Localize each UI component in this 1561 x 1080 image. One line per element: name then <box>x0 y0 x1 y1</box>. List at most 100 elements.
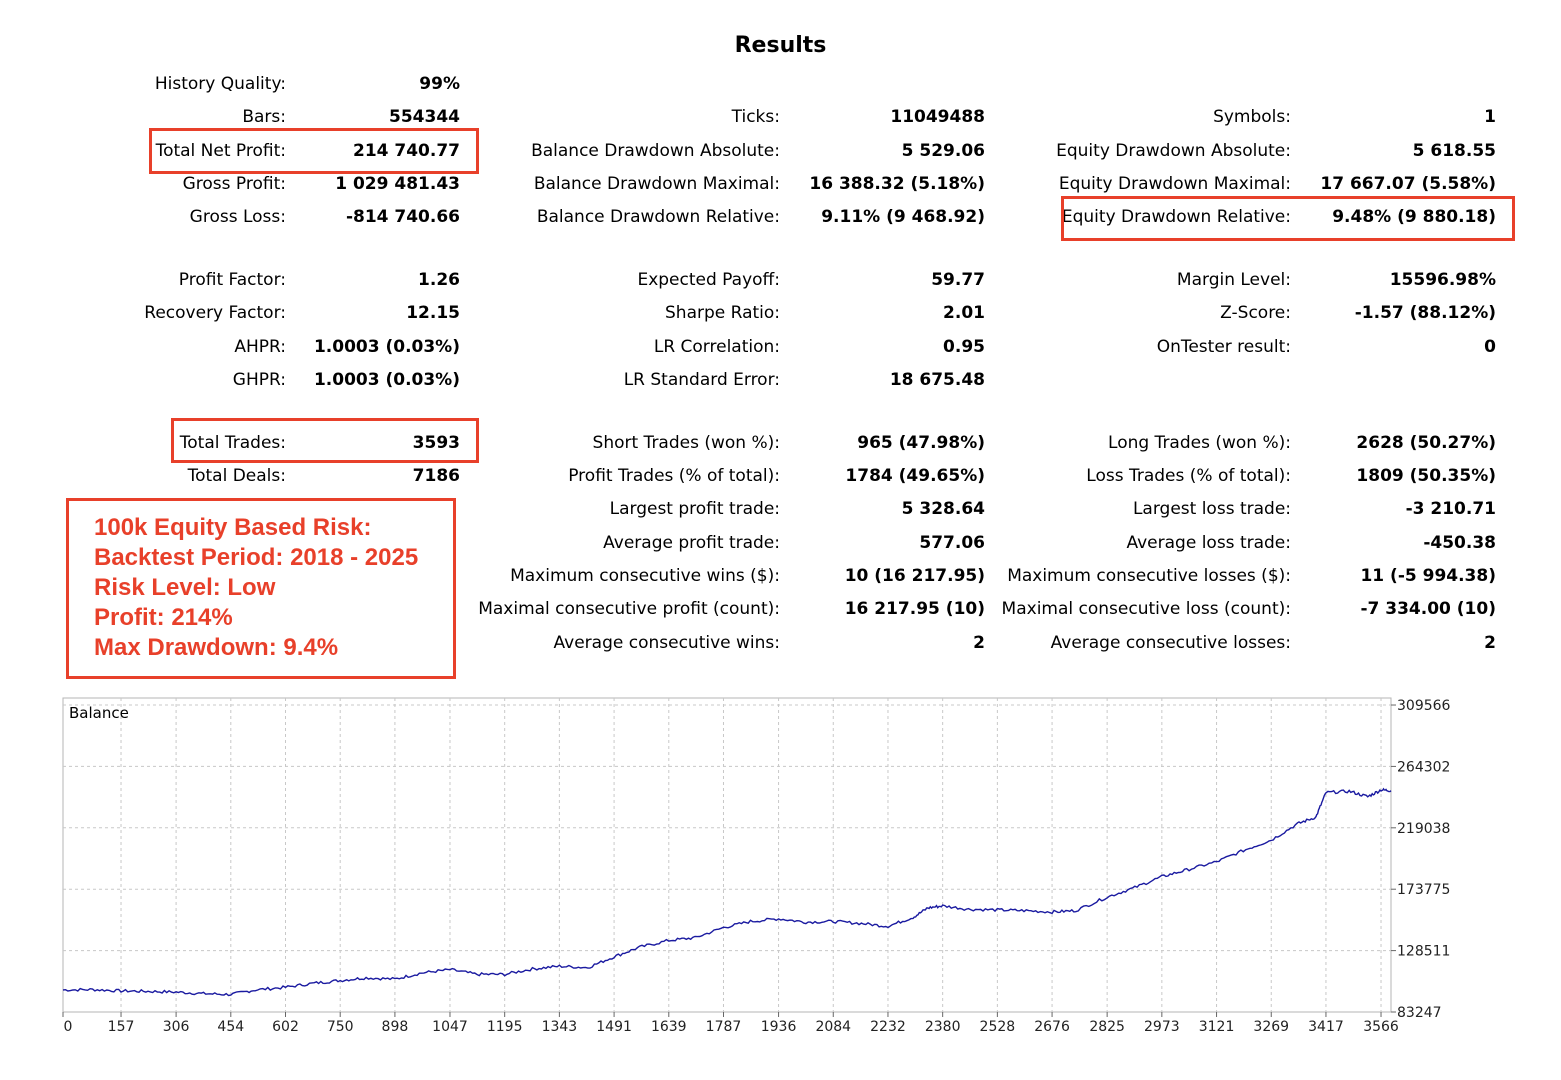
stat-label-maximal-consecutive-profit-count: Maximal consecutive profit (count): <box>478 599 780 619</box>
x-tick-label: 602 <box>272 1019 299 1035</box>
stat-label-average-consecutive-losses: Average consecutive losses: <box>1050 633 1291 653</box>
stat-label-z-score: Z-Score: <box>1220 303 1291 323</box>
stat-label-lr-standard-error: LR Standard Error: <box>623 370 780 390</box>
x-tick-label: 1343 <box>542 1019 578 1035</box>
stat-label-profit-factor: Profit Factor: <box>178 270 286 290</box>
y-tick-label: 309566 <box>1397 698 1451 714</box>
results-title: Results <box>734 33 827 58</box>
stat-value-average-loss-trade: -450.38 <box>1423 533 1496 553</box>
x-tick-label: 1047 <box>432 1019 468 1035</box>
stat-label-history-quality: History Quality: <box>154 74 286 94</box>
x-tick-label: 3566 <box>1363 1019 1399 1035</box>
stat-label-gross-loss: Gross Loss: <box>189 207 286 227</box>
stat-label-largest-loss-trade: Largest loss trade: <box>1132 499 1291 519</box>
stat-value-total-deals: 7186 <box>412 466 460 486</box>
stat-value-loss-trades-of-total: 1809 (50.35%) <box>1356 466 1496 486</box>
chart-plot-area <box>62 697 1392 1013</box>
stat-value-balance-drawdown-maximal: 16 388.32 (5.18%) <box>809 174 985 194</box>
stat-value-maximum-consecutive-losses: 11 (-5 994.38) <box>1360 566 1496 586</box>
stat-label-recovery-factor: Recovery Factor: <box>144 303 286 323</box>
y-tick-label: 173775 <box>1397 882 1450 898</box>
stat-value-lr-standard-error: 18 675.48 <box>889 370 985 390</box>
stat-value-maximal-consecutive-profit-count: 16 217.95 (10) <box>844 599 985 619</box>
highlight-total-net-profit <box>149 128 479 174</box>
stat-label-maximum-consecutive-losses: Maximum consecutive losses ($): <box>1007 566 1291 586</box>
stat-label-lr-correlation: LR Correlation: <box>653 337 780 357</box>
stat-label-maximal-consecutive-loss-count: Maximal consecutive loss (count): <box>1001 599 1291 619</box>
stat-label-maximum-consecutive-wins: Maximum consecutive wins ($): <box>510 566 780 586</box>
stat-label-average-profit-trade: Average profit trade: <box>603 533 780 553</box>
stat-label-ticks: Ticks: <box>731 107 780 127</box>
annotation-line: 100k Equity Based Risk: <box>94 514 372 541</box>
stat-value-sharpe-ratio: 2.01 <box>943 303 985 323</box>
stat-value-ahpr: 1.0003 (0.03%) <box>313 337 460 357</box>
stat-value-expected-payoff: 59.77 <box>931 270 985 290</box>
stat-value-ticks: 11049488 <box>890 107 985 127</box>
x-tick-label: 0 <box>64 1019 73 1035</box>
y-tick-label: 128511 <box>1397 944 1450 960</box>
x-tick-label: 2825 <box>1089 1019 1125 1035</box>
stat-label-ghpr: GHPR: <box>232 370 286 390</box>
stat-value-history-quality: 99% <box>419 74 460 94</box>
stat-value-balance-drawdown-absolute: 5 529.06 <box>901 141 985 161</box>
x-tick-label: 1195 <box>487 1019 523 1035</box>
x-tick-label: 1787 <box>706 1019 742 1035</box>
stat-value-equity-drawdown-absolute: 5 618.55 <box>1412 141 1496 161</box>
x-tick-label: 750 <box>327 1019 354 1035</box>
x-tick-label: 2232 <box>870 1019 906 1035</box>
stat-value-ghpr: 1.0003 (0.03%) <box>313 370 460 390</box>
x-tick-label: 454 <box>217 1019 244 1035</box>
stat-label-bars: Bars: <box>242 107 286 127</box>
stat-value-balance-drawdown-relative: 9.11% (9 468.92) <box>821 207 985 227</box>
highlight-total-trades <box>171 418 479 463</box>
x-tick-label: 3269 <box>1253 1019 1289 1035</box>
stat-label-total-trades: Total Trades: <box>179 433 286 453</box>
stat-value-largest-loss-trade: -3 210.71 <box>1405 499 1496 519</box>
stat-label-balance-drawdown-absolute: Balance Drawdown Absolute: <box>531 141 780 161</box>
risk-annotation-box: 100k Equity Based Risk: Backtest Period:… <box>66 498 456 679</box>
stat-label-profit-trades-of-total: Profit Trades (% of total): <box>568 466 780 486</box>
stat-value-average-profit-trade: 577.06 <box>919 533 985 553</box>
stat-label-total-net-profit: Total Net Profit: <box>155 141 286 161</box>
x-tick-label: 2084 <box>815 1019 851 1035</box>
stat-label-margin-level: Margin Level: <box>1176 270 1291 290</box>
y-tick-label: 264302 <box>1397 759 1450 775</box>
x-tick-label: 3121 <box>1199 1019 1235 1035</box>
y-tick-label: 219038 <box>1397 821 1450 837</box>
x-tick-label: 3417 <box>1308 1019 1344 1035</box>
stat-value-profit-factor: 1.26 <box>418 270 460 290</box>
x-tick-label: 1639 <box>651 1019 687 1035</box>
highlight-equity-drawdown-relative <box>1061 196 1515 241</box>
stat-label-equity-drawdown-absolute: Equity Drawdown Absolute: <box>1056 141 1291 161</box>
stat-value-long-trades-won: 2628 (50.27%) <box>1356 433 1496 453</box>
stat-value-equity-drawdown-relative: 9.48% (9 880.18) <box>1332 207 1496 227</box>
stat-value-gross-loss: -814 740.66 <box>345 207 460 227</box>
stat-label-gross-profit: Gross Profit: <box>182 174 286 194</box>
stat-value-gross-profit: 1 029 481.43 <box>335 174 460 194</box>
stat-label-ahpr: AHPR: <box>234 337 286 357</box>
y-tick-label: 83247 <box>1397 1005 1442 1021</box>
stat-value-ontester-result: 0 <box>1484 337 1496 357</box>
stat-value-equity-drawdown-maximal: 17 667.07 (5.58%) <box>1320 174 1496 194</box>
stat-label-long-trades-won: Long Trades (won %): <box>1108 433 1291 453</box>
stat-value-total-trades: 3593 <box>412 433 460 453</box>
x-tick-label: 2380 <box>925 1019 961 1035</box>
stat-value-total-net-profit: 214 740.77 <box>352 141 460 161</box>
stat-label-total-deals: Total Deals: <box>187 466 286 486</box>
annotation-line: Backtest Period: 2018 - 2025 <box>94 544 419 571</box>
stat-value-maximum-consecutive-wins: 10 (16 217.95) <box>844 566 985 586</box>
stat-value-maximal-consecutive-loss-count: -7 334.00 (10) <box>1360 599 1496 619</box>
stat-value-symbols: 1 <box>1484 107 1496 127</box>
stat-value-average-consecutive-wins: 2 <box>973 633 985 653</box>
x-tick-label: 1491 <box>596 1019 632 1035</box>
x-tick-label: 306 <box>163 1019 190 1035</box>
balance-line <box>62 787 1392 997</box>
stat-label-equity-drawdown-maximal: Equity Drawdown Maximal: <box>1058 174 1291 194</box>
stat-label-average-loss-trade: Average loss trade: <box>1126 533 1291 553</box>
stat-value-short-trades-won: 965 (47.98%) <box>857 433 985 453</box>
stat-label-symbols: Symbols: <box>1213 107 1291 127</box>
stat-value-z-score: -1.57 (88.12%) <box>1354 303 1496 323</box>
chart-title: Balance <box>69 704 129 722</box>
stat-value-lr-correlation: 0.95 <box>943 337 985 357</box>
